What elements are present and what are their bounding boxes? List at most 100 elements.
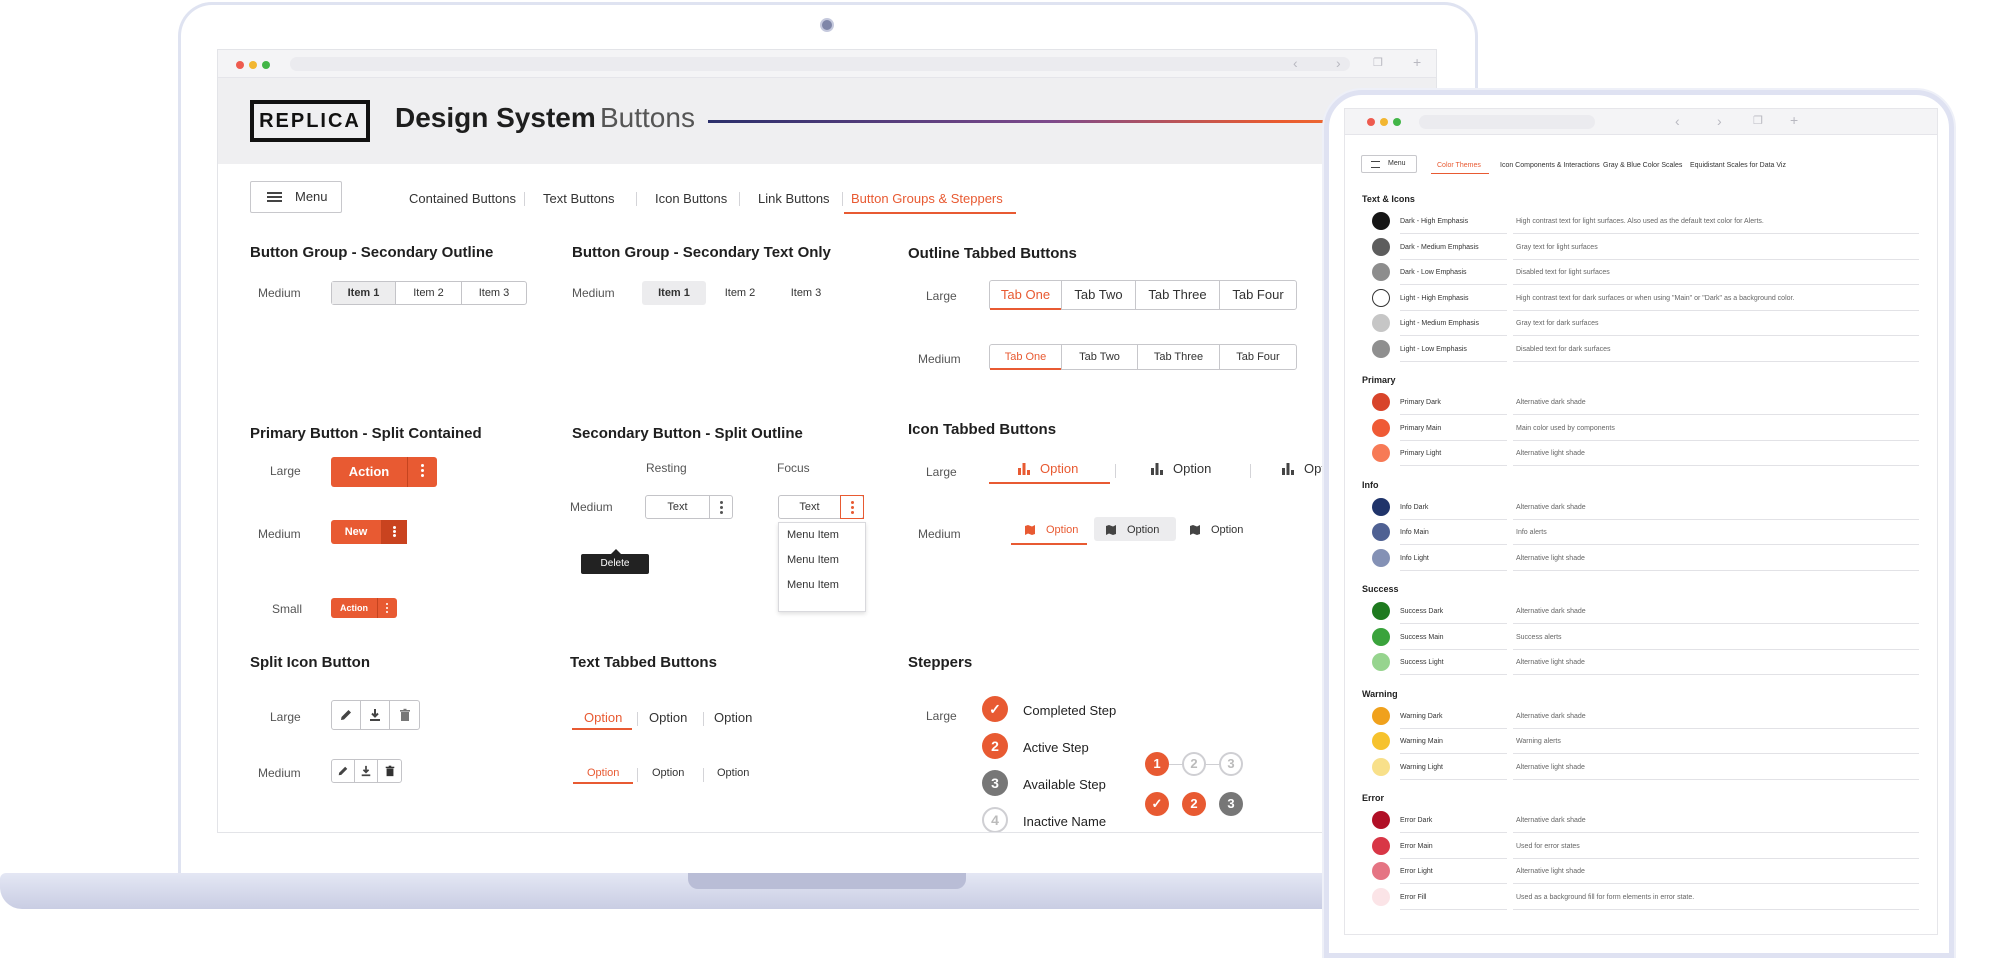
group-item-button[interactable]: Item 2 — [724, 287, 756, 299]
download-icon[interactable] — [361, 701, 390, 729]
tablet-tab[interactable]: Icon Components & Interactions — [1500, 162, 1600, 169]
color-name: Error Main — [1400, 842, 1433, 850]
icon-tab[interactable]: Option — [1017, 461, 1078, 476]
icon-tab[interactable]: Option — [1189, 524, 1243, 536]
split-outline-button-focus[interactable]: Text — [778, 495, 864, 519]
forward-icon[interactable]: › — [1717, 113, 1722, 129]
more-options-icon[interactable] — [710, 496, 732, 518]
text-button[interactable]: Text — [646, 496, 710, 518]
maximize-window-icon[interactable] — [262, 61, 270, 69]
tab-divider — [1250, 464, 1251, 478]
group-item-button[interactable]: Item 1 — [642, 281, 706, 305]
page-title: Design System — [395, 102, 596, 133]
tab-divider — [739, 192, 740, 206]
tablet-tab-indicator — [1431, 173, 1489, 174]
bar-chart-icon — [1018, 463, 1030, 475]
menu-button[interactable]: Menu — [250, 181, 342, 213]
back-icon[interactable]: ‹ — [1675, 113, 1680, 129]
checkmark-icon: ✓ — [982, 696, 1008, 722]
copy-tab-icon[interactable]: ❐ — [1373, 57, 1383, 69]
row-divider — [1513, 648, 1919, 650]
color-description: Gray text for light surfaces — [1516, 243, 1598, 251]
icon-tab[interactable]: Opti — [1281, 461, 1328, 476]
menu-item[interactable]: Menu Item — [787, 529, 839, 541]
copy-tab-icon[interactable]: ❐ — [1753, 115, 1763, 127]
tablet-tab[interactable]: Equidistant Scales for Data Viz — [1690, 162, 1786, 169]
forward-icon[interactable]: › — [1336, 55, 1341, 71]
text-tab[interactable]: Option — [714, 710, 753, 725]
tab-link-buttons[interactable]: Link Buttons — [758, 191, 830, 206]
color-description: Alternative light shade — [1516, 763, 1585, 771]
tablet-tab[interactable]: Gray & Blue Color Scales — [1603, 162, 1683, 169]
row-divider — [1400, 883, 1507, 884]
size-label: Large — [926, 289, 957, 303]
color-description: Disabled text for light surfaces — [1516, 269, 1610, 276]
outline-tab[interactable]: Tab One — [990, 345, 1062, 370]
download-icon[interactable] — [355, 760, 378, 782]
bar-chart-icon — [1282, 463, 1294, 475]
action-button[interactable]: Action — [348, 464, 390, 479]
split-outline-button-resting[interactable]: Text — [645, 495, 733, 519]
section-title: Button Group - Secondary Outline — [250, 244, 494, 261]
text-tab[interactable]: Option — [649, 710, 688, 725]
group-item-button[interactable]: Item 3 — [790, 287, 822, 299]
icon-tab[interactable]: Option — [1024, 524, 1078, 536]
outline-tab[interactable]: Tab Three — [1138, 345, 1220, 369]
split-action-button-small[interactable]: Action — [331, 598, 397, 618]
close-window-icon[interactable] — [236, 61, 244, 69]
outline-tab[interactable]: Tab Two — [1062, 345, 1138, 369]
address-bar[interactable] — [1419, 115, 1595, 129]
row-divider — [1513, 623, 1919, 624]
minimize-window-icon[interactable] — [1380, 118, 1388, 126]
more-options-icon[interactable] — [377, 598, 397, 618]
group-item-button[interactable]: Item 3 — [478, 287, 510, 299]
minimize-window-icon[interactable] — [249, 61, 257, 69]
action-button[interactable]: Action — [340, 603, 368, 613]
icon-tab[interactable]: Option — [1150, 461, 1211, 476]
split-action-button-large[interactable]: Action — [331, 457, 437, 487]
tab-text-buttons[interactable]: Text Buttons — [543, 191, 615, 206]
close-window-icon[interactable] — [1367, 118, 1375, 126]
split-new-button-medium[interactable]: New — [331, 520, 407, 544]
menu-item[interactable]: Menu Item — [787, 554, 839, 566]
menu-item[interactable]: Menu Item — [787, 579, 839, 591]
text-tab[interactable]: Option — [652, 767, 685, 779]
more-options-icon[interactable] — [381, 520, 407, 544]
outline-tab[interactable]: Tab Two — [1062, 281, 1136, 309]
tab-icon-buttons[interactable]: Icon Buttons — [655, 191, 728, 206]
maximize-window-icon[interactable] — [1393, 118, 1401, 126]
text-tab[interactable]: Option — [584, 710, 623, 725]
outline-tab[interactable]: Tab Four — [1236, 351, 1280, 363]
outline-tab[interactable]: Tab Three — [1136, 281, 1220, 309]
back-icon[interactable]: ‹ — [1293, 55, 1298, 71]
text-tab[interactable]: Option — [587, 767, 620, 779]
icon-tab[interactable]: Option — [1105, 524, 1159, 536]
text-tab[interactable]: Option — [717, 767, 750, 779]
new-tab-icon[interactable]: + — [1790, 112, 1799, 128]
button-group-text: Item 1 Item 2 Item 3 — [642, 281, 838, 305]
trash-icon[interactable] — [378, 760, 401, 782]
trash-icon[interactable] — [390, 701, 419, 729]
split-icon-button-medium — [331, 759, 402, 783]
tablet-menu-button[interactable]: Menu — [1361, 155, 1417, 173]
group-item-button[interactable]: Item 2 — [396, 282, 462, 304]
tab-contained-buttons[interactable]: Contained Buttons — [409, 191, 516, 206]
text-button[interactable]: Text — [779, 496, 841, 518]
more-options-icon[interactable] — [407, 457, 437, 487]
tablet-tab[interactable]: Color Themes — [1437, 162, 1481, 169]
color-swatch — [1372, 444, 1390, 462]
pencil-icon[interactable] — [332, 701, 361, 729]
more-options-icon[interactable] — [840, 495, 864, 519]
tab-selected-indicator — [844, 212, 1016, 214]
outline-tab[interactable]: Tab One — [990, 281, 1062, 310]
new-button[interactable]: New — [344, 526, 368, 538]
tab-button-groups-steppers[interactable]: Button Groups & Steppers — [851, 191, 1003, 206]
pencil-icon[interactable] — [332, 760, 355, 782]
color-description: Alternative light shade — [1516, 868, 1585, 875]
group-item-button[interactable]: Item 1 — [332, 282, 396, 304]
new-tab-icon[interactable]: + — [1413, 54, 1422, 70]
color-swatch — [1372, 862, 1390, 880]
address-bar[interactable] — [290, 57, 1350, 71]
color-name: Warning Light — [1400, 763, 1443, 771]
outline-tab[interactable]: Tab Four — [1232, 287, 1284, 302]
